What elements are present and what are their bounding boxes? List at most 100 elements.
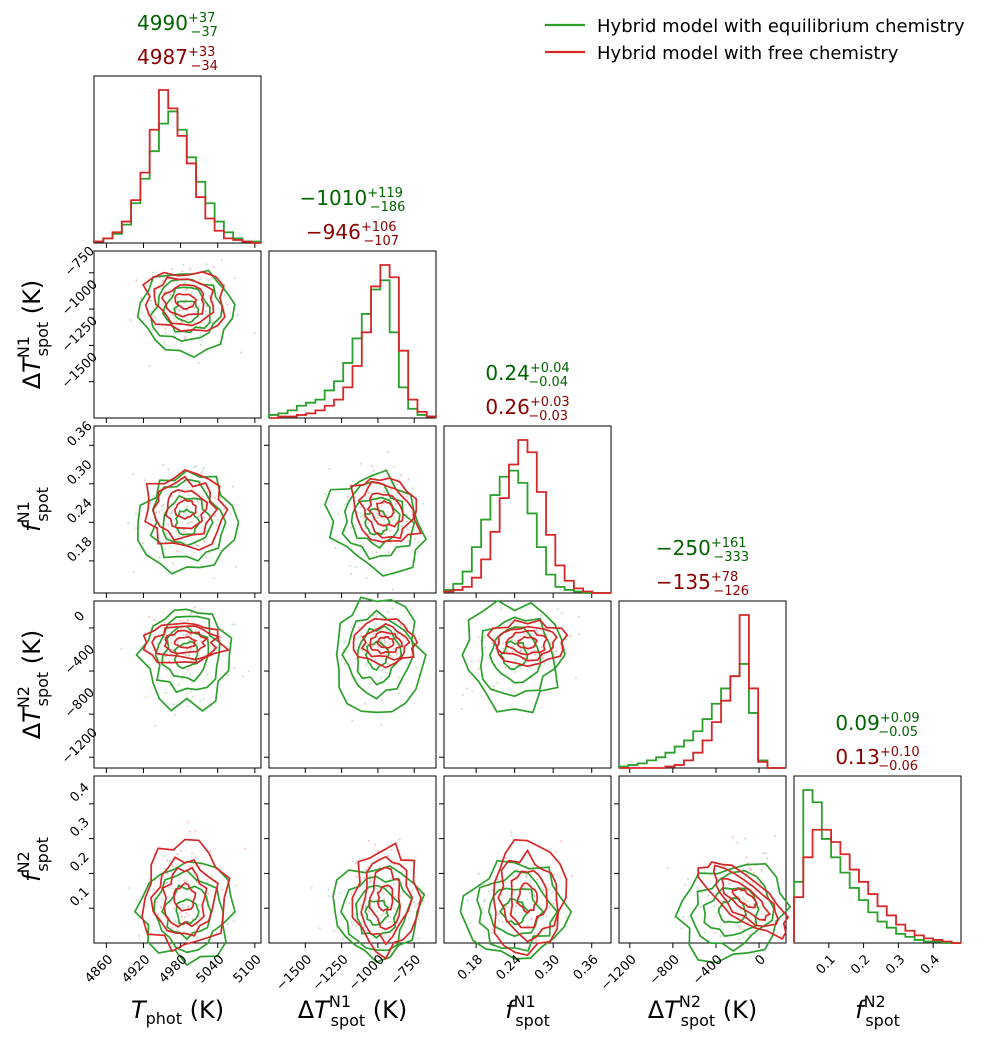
sample-point (195, 310, 198, 313)
sample-point (212, 265, 215, 268)
histogram-free (443, 439, 611, 594)
x-axis-label-f_N1-text: fN1 spot (505, 992, 550, 1030)
sample-point (183, 478, 186, 481)
sample-point (417, 918, 420, 921)
y-tick-label: −750 (62, 244, 98, 280)
sample-point (407, 917, 410, 920)
sample-point (365, 508, 368, 511)
sample-point (226, 303, 229, 306)
contour-free (160, 283, 205, 318)
sample-point (382, 667, 385, 671)
sample-point (228, 641, 231, 644)
sample-point (503, 647, 506, 650)
sample-point (360, 634, 363, 638)
histogram-free (793, 828, 961, 944)
sample-point (191, 917, 194, 920)
sample-point (556, 608, 559, 611)
contour-free (366, 492, 405, 528)
contour-free (174, 292, 198, 311)
x-axis-label-T_phot: Tphot (K) (131, 996, 224, 1028)
sample-point (167, 468, 170, 471)
sample-point (168, 859, 171, 863)
sample-point (401, 525, 404, 528)
sample-point (151, 328, 154, 331)
contour-eq (324, 469, 428, 577)
sample-point (387, 473, 391, 476)
histogram-T_phot (93, 89, 262, 244)
sample-point (187, 914, 190, 917)
sample-point (385, 886, 389, 889)
sample-point (380, 638, 383, 642)
sample-point (411, 889, 414, 892)
x-axis-label-dT_N2-text: ΔTN2 spot (K) (648, 992, 758, 1030)
sample-point (160, 505, 163, 508)
sample-point (175, 549, 178, 553)
sample-point (381, 640, 384, 643)
x-axis-label-dT_N1-text: ΔTN1 spot (K) (298, 992, 408, 1030)
sample-point (148, 364, 151, 368)
sample-point (357, 636, 360, 639)
sample-point (189, 647, 193, 650)
sample-point (204, 556, 208, 559)
sample-point (207, 892, 210, 895)
y-tick-label: 0.2 (67, 850, 92, 875)
sample-point (703, 930, 706, 934)
sample-point (559, 876, 562, 879)
sample-point (362, 925, 365, 928)
sample-point (535, 939, 538, 942)
sample-point (503, 904, 506, 907)
sample-point (216, 291, 219, 294)
sample-point (210, 875, 213, 878)
sample-point (168, 507, 171, 510)
contour-eq (717, 897, 748, 924)
sample-point (182, 528, 185, 531)
sample-point (204, 310, 207, 313)
sample-point (393, 907, 396, 910)
sample-point (196, 544, 199, 547)
contour-eq (175, 898, 200, 926)
sample-point (358, 635, 362, 639)
sample-point (365, 662, 368, 666)
sample-point (483, 635, 486, 638)
contour-free (141, 271, 226, 333)
sample-point (154, 724, 157, 727)
sample-point (148, 554, 151, 557)
sample-point (232, 919, 235, 922)
sample-point (385, 653, 388, 656)
sample-point (359, 648, 362, 652)
sample-point (158, 510, 161, 514)
contour-free (697, 861, 790, 940)
sample-point (387, 855, 390, 858)
sample-point (163, 285, 167, 289)
sample-point (565, 915, 568, 918)
histogram-free (93, 89, 261, 244)
sample-point (158, 276, 161, 279)
summary-eq-f_N2: 0.09+0.09 −0.05 (835, 711, 919, 740)
y-tick-label: −800 (62, 685, 98, 721)
sample-point (233, 623, 237, 626)
sample-point (153, 901, 156, 904)
sample-point (354, 913, 357, 916)
sample-point (172, 280, 175, 283)
sample-point (367, 491, 370, 495)
summary-eq-f_N1: 0.24+0.04 −0.04 (485, 361, 569, 390)
sample-point (552, 650, 555, 654)
sample-point (337, 512, 340, 515)
x-tick-label: 4920 (119, 952, 153, 986)
sample-point (194, 629, 198, 632)
sample-point (559, 840, 562, 843)
sample-point (135, 899, 138, 902)
x-axis-label-T_phot-text: Tphot (K) (131, 996, 224, 1028)
x-axis-label-f_N2: fN2 spot (855, 992, 900, 1030)
sample-point (369, 682, 372, 685)
sample-point (167, 523, 170, 526)
sample-point (165, 540, 168, 543)
sample-point (132, 473, 135, 476)
sample-point (754, 863, 757, 866)
sample-point (185, 287, 188, 290)
sample-point (382, 510, 385, 513)
sample-point (680, 927, 683, 930)
panel-f_N1-f_N1 (443, 425, 612, 598)
x-tick-label: 0.30 (532, 952, 563, 983)
sample-point (135, 279, 138, 282)
